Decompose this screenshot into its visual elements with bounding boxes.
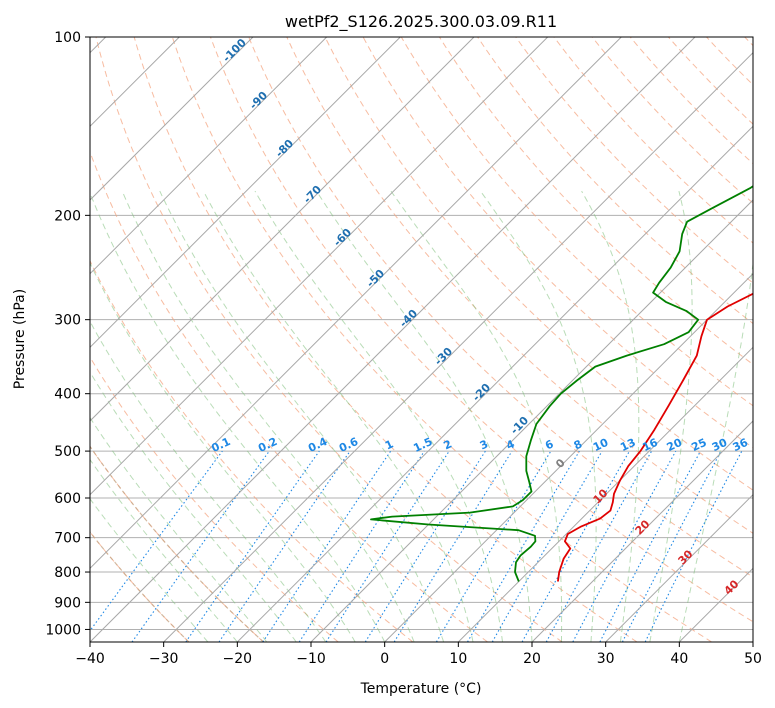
y-tick-label: 1000 [45,622,81,638]
mixing-ratio-line [90,450,223,632]
dry-adiabat-line [400,37,753,407]
mixing-ratio-label: 36 [731,436,751,454]
moist-adiabat-line [678,260,753,642]
x-axis-title: Temperature (°C) [360,681,482,697]
isotherm-line [90,37,549,496]
mixing-ratio-line [491,450,603,642]
y-tick-label: 400 [54,387,81,403]
isotherm-line [90,37,401,349]
y-tick-label: 100 [54,30,81,46]
moist-adiabat-line [90,498,209,642]
mixing-ratio-label: 16 [640,436,660,454]
x-tick-label: −20 [223,651,253,667]
isotherm-line [384,272,753,642]
chart-title: wetPf2_S126.2025.300.03.09.R11 [285,12,557,32]
moist-adiabat-line [316,190,533,642]
isotherm-line [236,125,753,642]
dry-adiabat-line [90,531,190,642]
y-axis-ticks: 1000 900 800 700 600 500 400 300 200 100 [45,30,90,638]
x-tick-label: 0 [380,651,389,667]
moist-adiabat-line [480,190,597,642]
dry-adiabat-line [95,37,563,642]
dry-adiabats [90,37,753,642]
moist-adiabat-line [90,458,238,642]
mixing-ratio-line [325,450,450,642]
mixing-ratio-line [218,450,351,642]
moist-adiabat-line [649,190,693,642]
y-tick-label: 600 [54,491,81,507]
temperature-profile-line [557,292,753,582]
x-tick-label: 50 [744,651,762,667]
isotherm-line [752,641,753,642]
dry-adiabat-line [90,445,264,642]
isotherm-line [457,346,753,642]
dry-adiabat-line [591,37,753,204]
x-tick-label: 20 [523,651,541,667]
mixing-ratio-line [521,450,630,642]
moist-adiabat-line [90,191,386,642]
mixing-ratio-label: 20 [665,436,685,454]
x-tick-label: −30 [149,651,179,667]
dry-adiabat-line [171,37,712,642]
isotherm-line [310,199,753,642]
dry-adiabat-line [629,37,753,165]
plot-area [90,37,753,642]
mixing-ratio-lines [90,450,743,642]
y-tick-label: 500 [54,444,81,460]
dry-adiabat-line [248,37,753,578]
isotherm-line [163,51,753,642]
mixing-ratio-label: 13 [618,436,637,454]
moist-adiabat-line [203,190,474,642]
moist-adiabat-line [581,190,640,642]
isotherm-line [90,37,328,275]
y-tick-label: 200 [54,208,81,224]
moist-adiabat-line [121,190,415,642]
plot-frame [89,36,754,643]
dry-adiabat-line [210,37,753,623]
mixing-ratio-line [572,450,677,642]
x-tick-label: 40 [670,651,688,667]
mixing-ratio-line [467,450,580,642]
mixing-ratio-line [364,450,486,642]
mixing-ratio-label: 30 [710,436,730,454]
dry-adiabat-line [477,37,753,325]
y-tick-label: 300 [54,313,81,329]
pressure-gridlines [90,37,753,630]
dewpoint-profile-line [370,185,753,582]
moist-adiabat-line [254,190,503,642]
mixing-ratio-line [185,450,320,642]
mixing-ratio-label: 25 [689,436,708,454]
dry-adiabat-line [90,259,414,642]
dry-adiabat-line [515,37,753,284]
isotherm-line [90,37,254,201]
moist-adiabats [90,190,753,642]
y-axis-title: Pressure (hPa) [12,289,28,389]
mixing-ratio-label: 10 [591,436,611,454]
y-tick-label: 700 [54,531,81,547]
x-tick-label: 30 [597,651,615,667]
moist-adiabat-line [90,262,356,642]
mixing-ratio-line [131,450,270,642]
moist-adiabat-line [390,190,563,642]
sounding-profiles [370,185,753,582]
dry-adiabat-line [133,37,638,642]
x-tick-label: 10 [449,651,467,667]
isotherm-line [605,493,753,642]
x-axis-ticks: −40 −30 −20 −10 0 10 20 30 40 50 [75,642,762,667]
isotherms [90,37,753,642]
moist-adiabat-line [90,320,327,642]
dry-adiabat-line [324,37,753,491]
y-tick-label: 800 [54,565,81,581]
x-tick-label: −40 [75,651,105,667]
mixing-ratio-line [435,450,552,642]
isotherm-line [90,37,475,422]
x-tick-label: −10 [296,651,326,667]
y-tick-label: 900 [54,595,81,611]
isotherm-line [531,420,753,642]
isotherm-line [90,37,696,642]
mixing-ratio-line [393,450,513,642]
isotherm-line [90,37,622,570]
